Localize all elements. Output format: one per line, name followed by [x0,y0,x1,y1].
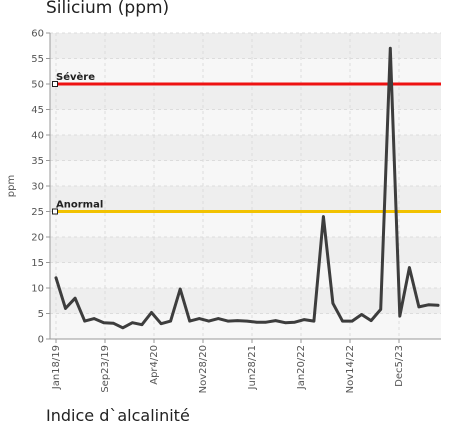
data-point [331,302,335,305]
data-point [274,319,277,322]
data-point [427,303,430,307]
axes [49,33,441,340]
data-point [360,313,363,316]
x-tick-label: Dec5/23 [394,345,405,387]
data-point [312,319,316,323]
y-tick-label: 40 [31,131,44,142]
data-point [264,320,268,324]
data-point [369,319,373,322]
y-tick-label: 5 [38,309,44,320]
series-lines [54,46,440,330]
data-point [341,319,344,323]
y-tick-label: 60 [31,29,44,40]
data-point [388,47,392,50]
y-tick-label: 0 [38,335,44,346]
data-point [197,317,201,320]
x-tick-label: Jan18/19 [51,345,62,390]
data-point [54,276,58,280]
plot-band [50,186,441,212]
y-tick-label: 45 [31,105,44,116]
data-point [417,305,421,309]
plot-band [50,135,441,161]
data-point [64,307,67,310]
threshold-lines: Sévère Anormal [52,71,441,215]
data-point [303,318,306,321]
data-point [121,326,125,330]
data-point [73,296,77,300]
data-point [283,321,287,324]
y-tick-label: 35 [31,156,44,167]
threshold-marker [52,208,58,215]
plot-band [50,33,441,59]
data-point [83,319,86,323]
data-point [207,319,211,323]
data-point [255,320,258,324]
data-point [217,317,220,320]
data-point [112,321,115,325]
y-tick-label: 55 [31,54,44,65]
data-point [178,287,182,291]
data-point [245,319,249,323]
x-tick-label: Apr4/20 [149,345,160,385]
y-tick-label: 25 [31,207,44,218]
data-point [350,319,354,323]
data-point [150,311,153,314]
y-tick-label: 50 [31,80,44,91]
data-point [408,266,411,269]
data-point [236,319,239,322]
y-tick-label: 10 [31,284,44,295]
threshold-label: Sévère [56,71,95,83]
data-point [92,317,96,320]
data-point [188,319,191,323]
data-point [379,308,383,311]
x-tick-label: Nov28/20 [198,345,209,393]
y-tick-label: 20 [31,233,44,244]
data-point [293,320,297,324]
x-tick-label: Nov14/22 [345,345,356,393]
plot-band [50,84,441,110]
x-tick-label: Jun28/21 [247,345,258,390]
data-point [102,321,106,324]
threshold-marker [52,81,58,87]
data-point [140,323,144,327]
data-point [398,314,402,318]
y-tick-label: 15 [31,258,44,269]
y-axis-ticks: 0 5 10 15 20 25 30 35 40 45 50 55 60 [31,29,50,346]
y-axis-label: ppm [6,175,17,197]
plot-band [50,288,441,314]
data-point [169,319,172,323]
data-point [436,304,440,307]
chart-title: Silicium (ppm) [46,0,170,18]
threshold-label: Anormal [56,200,103,211]
data-point [159,322,163,326]
x-tick-label: Jan20/22 [296,345,307,390]
plot-band [50,237,441,263]
data-point [226,319,230,323]
data-point [131,321,134,324]
x-axis-ticks: Jan18/19 Sep23/19 Apr4/20 Nov28/20 Jun28/21 J… [51,339,405,393]
x-tick-label: Sep23/19 [100,345,111,393]
y-tick-label: 30 [31,182,44,193]
data-point [322,215,325,218]
next-chart-title: Indice d`alcalinité [46,406,190,425]
